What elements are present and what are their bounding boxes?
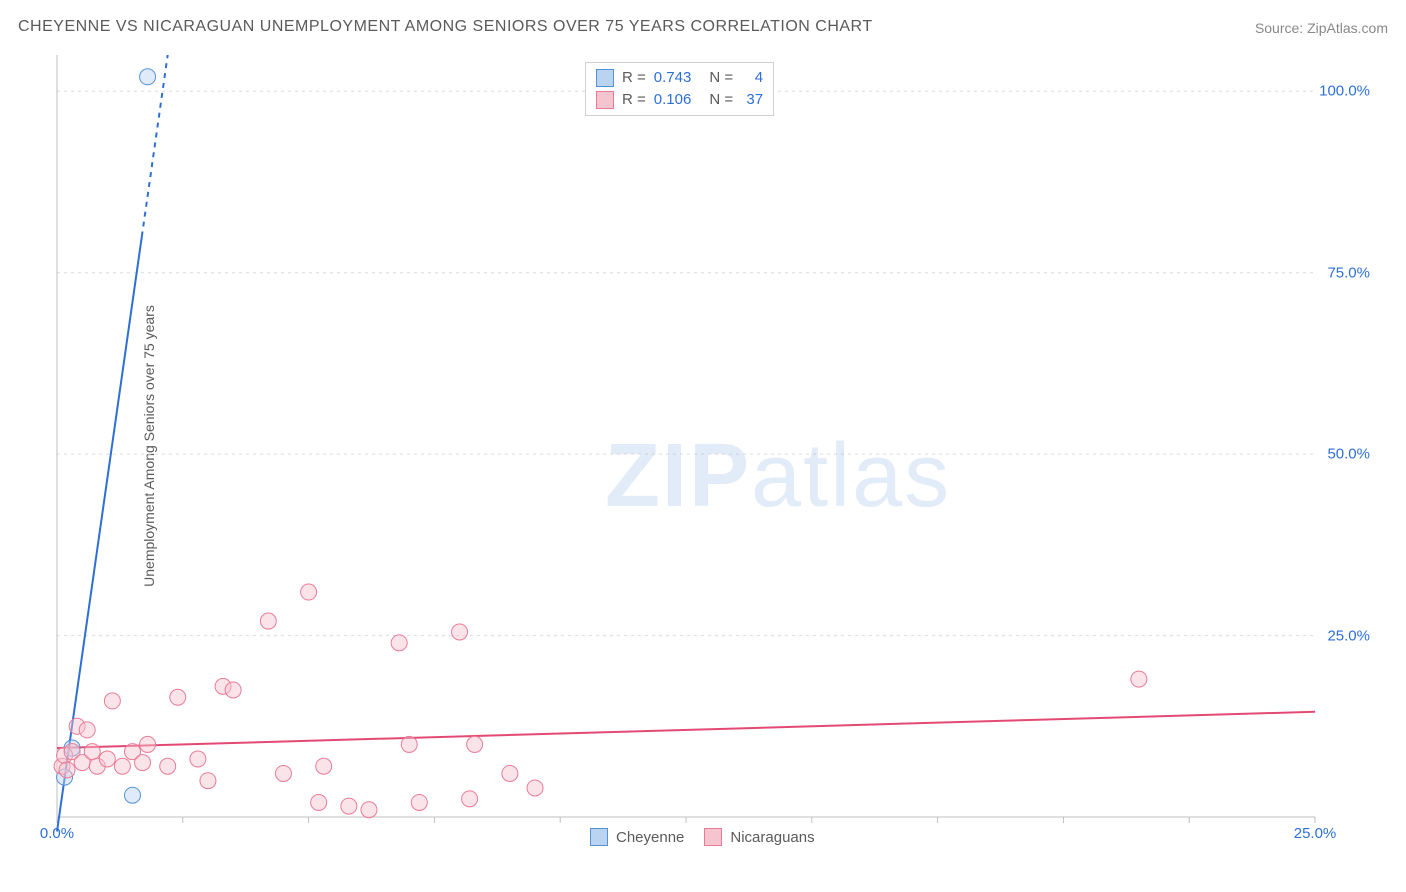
chart-title: CHEYENNE VS NICARAGUAN UNEMPLOYMENT AMON…: [18, 18, 873, 36]
chart-container: CHEYENNE VS NICARAGUAN UNEMPLOYMENT AMON…: [0, 0, 1406, 892]
stats-n-prefix-0: N =: [709, 67, 733, 89]
series-swatch-0: [590, 828, 608, 846]
stats-legend-row-1: R = 0.106 N = 37: [596, 89, 763, 111]
stats-n-value-1: 37: [741, 89, 763, 111]
stats-legend-row-0: R = 0.743 N = 4: [596, 67, 763, 89]
series-legend-label-0: Cheyenne: [616, 829, 684, 846]
stats-legend: R = 0.743 N = 4 R = 0.106 N = 37: [585, 62, 774, 116]
series-swatch-1: [704, 828, 722, 846]
stats-r-prefix-1: R =: [622, 89, 646, 111]
series-legend-item-1: Nicaraguans: [704, 828, 814, 846]
plot-svg: [45, 55, 1375, 845]
x-tick-label: 0.0%: [40, 825, 74, 842]
series-legend-item-0: Cheyenne: [590, 828, 684, 846]
stats-n-prefix-1: N =: [709, 89, 733, 111]
y-tick-label: 100.0%: [1319, 83, 1370, 100]
source-attribution: Source: ZipAtlas.com: [1255, 20, 1388, 36]
series-legend: Cheyenne Nicaraguans: [590, 828, 815, 846]
plot-area: ZIPatlas R = 0.743 N = 4 R = 0.106 N = 3…: [45, 55, 1375, 845]
stats-n-value-0: 4: [741, 67, 763, 89]
stats-swatch-1: [596, 91, 614, 109]
stats-swatch-0: [596, 69, 614, 87]
stats-r-value-0: 0.743: [654, 67, 692, 89]
y-tick-label: 50.0%: [1327, 446, 1370, 463]
series-legend-label-1: Nicaraguans: [730, 829, 814, 846]
stats-r-prefix-0: R =: [622, 67, 646, 89]
y-tick-label: 25.0%: [1327, 627, 1370, 644]
x-tick-label: 25.0%: [1294, 825, 1337, 842]
y-tick-label: 75.0%: [1327, 264, 1370, 281]
stats-r-value-1: 0.106: [654, 89, 692, 111]
